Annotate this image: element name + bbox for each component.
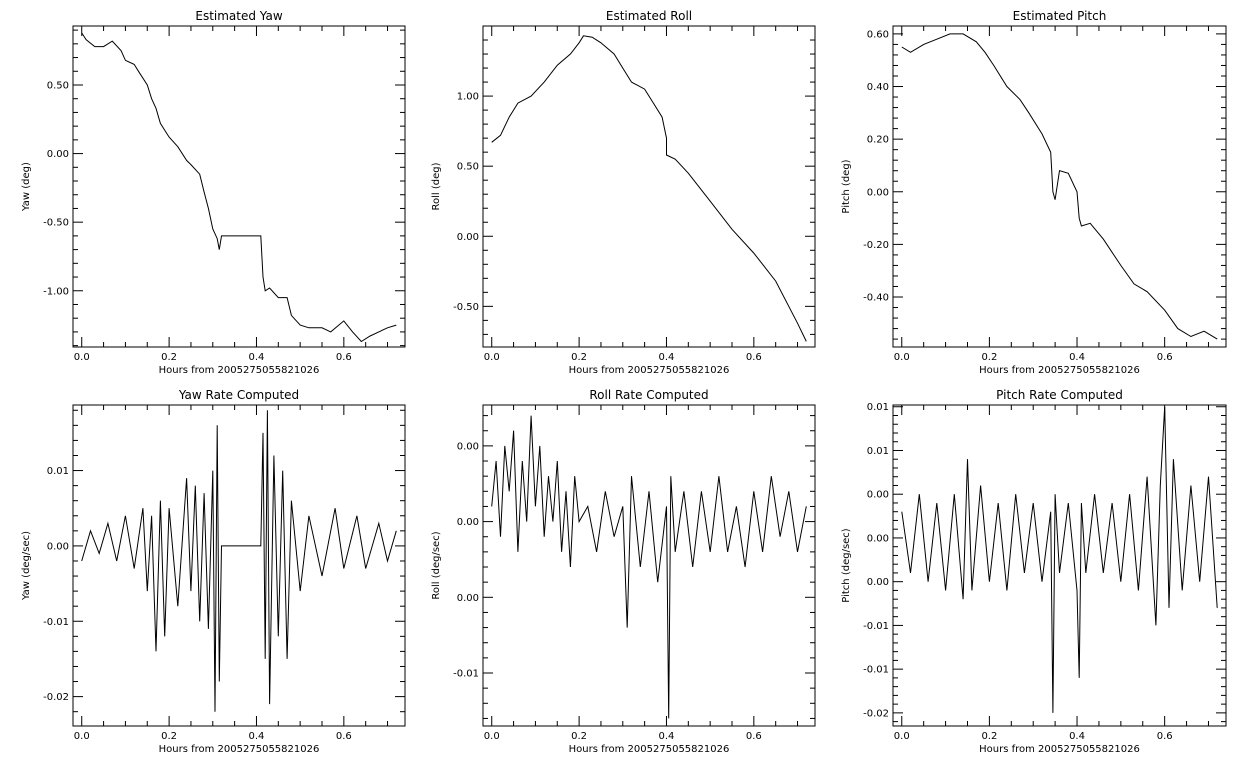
chart-panel-2: Estimated Roll 0.0 0.2 0.4 0.6 1.00 0.50 0.00 -0…	[431, 9, 816, 376]
y-tick-label: 0.00	[457, 593, 479, 604]
x-tick-label: 0.4	[249, 352, 265, 363]
y-tick-label: 0.00	[867, 577, 889, 588]
y-tick-label: 0.01	[867, 402, 889, 413]
chart-panel-6: Pitch Rate Computed 0.0 0.2 0.4 0.6 0.01 0.01 0…	[841, 388, 1227, 755]
y-tick-label: -0.02	[43, 692, 69, 703]
y-tick-label: -0.01	[863, 665, 889, 676]
y-tick-label: 1.00	[457, 92, 479, 103]
y-tick-label: 0.00	[867, 490, 889, 501]
chart-panel-1: Estimated Yaw 0.0 0.2 0.4 0.6 0.50 0.00 -0.50 -1…	[21, 9, 406, 376]
x-tick-label: 0.6	[336, 731, 352, 742]
x-axis-label: Hours from 2005275055821026	[159, 365, 320, 376]
y-tick-label: -0.50	[453, 302, 479, 313]
plot-frame	[72, 25, 406, 348]
x-tick-label: 0.0	[894, 352, 910, 363]
y-tick-label: 0.50	[457, 162, 479, 173]
y-tick-label: 0.40	[867, 82, 889, 93]
chart-title: Estimated Pitch	[1013, 9, 1107, 23]
x-axis-label: Hours from 2005275055821026	[569, 744, 730, 755]
y-tick-label: -0.40	[863, 293, 889, 304]
x-tick-label: 0.0	[484, 731, 500, 742]
chart-title: Pitch Rate Computed	[996, 388, 1123, 402]
y-tick-label: 0.00	[457, 441, 479, 452]
x-tick-label: 0.6	[746, 352, 762, 363]
y-tick-label: 0.00	[457, 517, 479, 528]
y-tick-label: 0.20	[867, 135, 889, 146]
plot-frame	[482, 25, 816, 348]
y-axis-label: Yaw (deg)	[21, 162, 32, 212]
chart-panel-3: Estimated Pitch 0.0 0.2 0.4 0.6 0.60 0.40 0.20 0…	[841, 9, 1227, 376]
x-tick-label: 0.6	[1157, 731, 1173, 742]
y-tick-label: 0.60	[867, 29, 889, 40]
x-tick-label: 0.4	[1069, 731, 1085, 742]
y-axis-label: Roll (deg/sec)	[431, 531, 442, 599]
x-tick-label: 0.0	[74, 352, 90, 363]
x-tick-label: 0.2	[981, 352, 997, 363]
x-axis-label: Hours from 2005275055821026	[159, 744, 320, 755]
x-tick-label: 0.6	[746, 731, 762, 742]
y-tick-label: 0.00	[47, 149, 69, 160]
y-tick-label: -1.00	[43, 286, 69, 297]
x-tick-label: 0.4	[659, 731, 675, 742]
y-tick-label: -0.50	[43, 218, 69, 229]
y-tick-label: 0.00	[867, 187, 889, 198]
y-tick-label: 0.50	[47, 80, 69, 91]
plot-frame	[72, 404, 406, 727]
x-tick-label: 0.2	[571, 352, 587, 363]
y-tick-label: -0.20	[863, 240, 889, 251]
y-tick-label: 0.00	[47, 541, 69, 552]
x-tick-label: 0.4	[1069, 352, 1085, 363]
y-tick-label: 0.01	[47, 466, 69, 477]
x-tick-label: 0.2	[571, 731, 587, 742]
data-series-line-1	[491, 35, 807, 342]
x-tick-label: 0.2	[981, 731, 997, 742]
y-tick-label: 0.00	[867, 533, 889, 544]
y-axis-label: Pitch (deg/sec)	[841, 528, 852, 603]
data-series-line-1	[491, 415, 807, 719]
plot-frame	[892, 25, 1227, 348]
data-series-line-1	[901, 33, 1218, 340]
y-axis-label: Roll (deg)	[431, 162, 442, 210]
x-tick-label: 0.4	[659, 352, 675, 363]
plot-frame	[482, 404, 816, 727]
y-tick-label: -0.01	[863, 621, 889, 632]
x-tick-label: 0.0	[484, 352, 500, 363]
y-axis-label: Yaw (deg/sec)	[21, 531, 32, 601]
data-series-line-1	[81, 32, 397, 343]
chart-title: Estimated Roll	[606, 9, 692, 23]
x-tick-label: 0.0	[74, 731, 90, 742]
x-tick-label: 0.6	[336, 352, 352, 363]
x-tick-label: 0.4	[249, 731, 265, 742]
x-axis-label: Hours from 2005275055821026	[979, 365, 1140, 376]
y-tick-label: 0.01	[867, 446, 889, 457]
x-tick-label: 0.2	[161, 352, 177, 363]
x-axis-label: Hours from 2005275055821026	[979, 744, 1140, 755]
x-tick-label: 0.6	[1157, 352, 1173, 363]
plot-frame	[892, 404, 1227, 727]
data-series-line-1	[901, 406, 1218, 713]
data-series-line-1	[81, 410, 397, 712]
y-tick-label: -0.01	[453, 669, 479, 680]
chart-panel-5: Roll Rate Computed 0.0 0.2 0.4 0.6 0.00 0.00 0.…	[431, 388, 816, 755]
y-axis-label: Pitch (deg)	[841, 159, 852, 213]
y-tick-label: 0.00	[457, 232, 479, 243]
x-axis-label: Hours from 2005275055821026	[569, 365, 730, 376]
chart-title: Estimated Yaw	[195, 9, 282, 23]
chart-title: Roll Rate Computed	[589, 388, 708, 402]
chart-panel-4: Yaw Rate Computed 0.0 0.2 0.4 0.6 0.01 0.00 -0.…	[21, 388, 406, 755]
x-tick-label: 0.2	[161, 731, 177, 742]
x-tick-label: 0.0	[894, 731, 910, 742]
y-tick-label: -0.01	[43, 617, 69, 628]
chart-title: Yaw Rate Computed	[178, 388, 299, 402]
y-tick-label: -0.02	[863, 708, 889, 719]
